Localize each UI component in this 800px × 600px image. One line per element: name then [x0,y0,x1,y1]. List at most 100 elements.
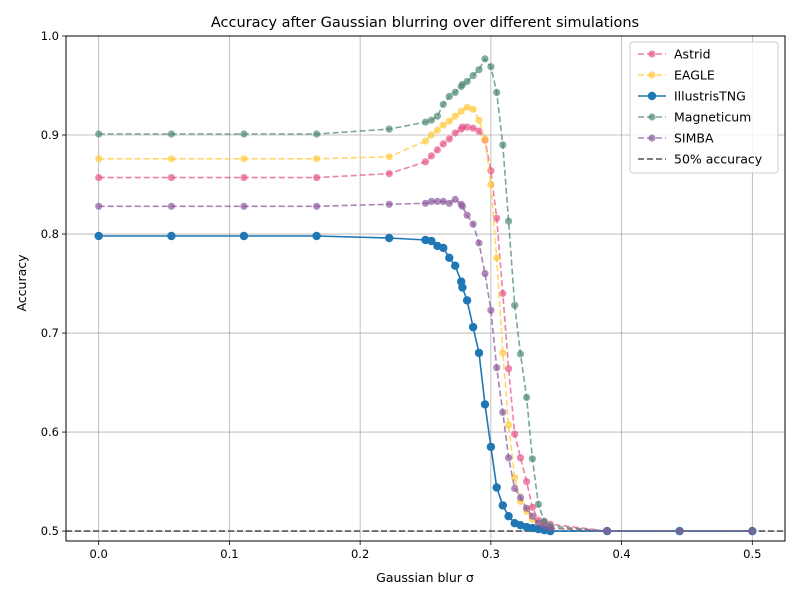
data-point-illustristng [451,261,460,270]
x-tick-label: 0.3 [482,547,500,561]
legend-marker [647,91,657,101]
data-point-astrid [421,158,430,166]
legend-label: Astrid [674,47,711,62]
chart-title: Accuracy after Gaussian blurring over di… [211,15,639,31]
legend: Astrid EAGLE IllustrisTNG Magneticum SIMBA 50… [629,41,779,174]
data-point-magneticum [493,88,501,96]
legend-marker [648,71,656,79]
data-point-illustristng [492,483,501,492]
data-point-simba [676,527,684,535]
data-point-eagle [385,153,393,161]
x-tick-label: 0.0 [90,547,108,561]
data-point-magneticum [516,350,525,358]
x-tick-label: 0.5 [743,547,761,561]
x-tick-label: 0.2 [351,547,369,561]
data-point-simba [534,519,543,527]
data-point-simba [481,270,489,278]
data-point-illustristng [498,501,507,510]
data-point-eagle [421,137,430,145]
data-point-simba [493,364,501,372]
data-point-astrid [499,289,507,298]
data-point-simba [433,197,441,205]
data-point-astrid [475,127,483,135]
data-point-illustristng [427,236,436,246]
axis-ticks: 0.0 0.1 0.2 0.3 0.4 0.5 0.5 0.6 0.7 0.8 0.9 1.0 [41,29,762,561]
data-point-illustristng [486,442,496,452]
data-point-magneticum [511,301,519,309]
data-point-illustristng [445,253,454,262]
data-point-eagle [505,421,513,429]
data-point-eagle [313,155,321,163]
data-point-simba [505,454,513,462]
data-point-simba [469,220,477,228]
data-point-astrid [240,174,248,182]
data-point-simba [748,527,756,535]
data-point-illustristng [439,243,448,253]
data-point-simba [240,202,248,210]
data-point-magneticum [167,130,175,138]
data-point-astrid [528,503,537,511]
data-point-simba [603,527,611,535]
data-point-illustristng [94,231,103,241]
data-point-eagle [439,121,447,129]
data-point-simba [95,202,103,210]
data-point-astrid [516,454,525,462]
legend-marker [648,113,656,121]
data-point-magneticum [433,112,441,120]
data-point-magneticum [313,130,321,138]
data-point-illustristng [167,231,176,241]
data-point-eagle [493,254,501,262]
x-axis-label: Gaussian blur σ [376,570,474,585]
data-point-eagle [457,107,465,115]
data-point-eagle [240,155,248,163]
series-illustristng [94,231,757,536]
data-point-magneticum [475,66,483,74]
data-point-magneticum [240,130,248,138]
data-point-illustristng [458,283,467,292]
data-point-eagle [463,103,471,111]
data-point-eagle [445,117,453,125]
legend-label: SIMBA [674,131,714,146]
data-point-astrid [95,174,103,182]
data-point-simba [463,211,471,219]
legend-marker [648,50,656,58]
data-point-simba [451,195,459,203]
data-point-eagle [475,116,483,124]
series-simba [95,195,756,535]
data-point-magneticum [487,63,495,71]
data-point-simba [528,512,537,520]
data-point-magneticum [451,88,459,96]
data-point-astrid [439,140,447,148]
data-point-eagle [451,112,459,120]
data-point-astrid [427,152,435,160]
data-point-astrid [385,170,393,178]
data-point-eagle [487,180,495,189]
data-point-simba [540,522,548,530]
data-point-illustristng [312,231,321,241]
data-point-simba [511,484,519,493]
data-point-illustristng [239,231,249,241]
y-axis-label: Accuracy [14,254,29,312]
data-point-astrid [463,123,471,131]
data-point-simba [487,306,495,314]
legend-box [629,41,779,174]
data-point-astrid [433,146,441,154]
legend-marker [648,134,656,142]
y-tick-label: 0.8 [41,227,59,241]
y-tick-label: 0.5 [41,524,59,538]
data-point-eagle [167,155,175,163]
data-point-eagle [499,349,507,357]
legend-label: 50% accuracy [674,152,763,167]
y-tick-label: 0.6 [41,425,59,439]
data-point-eagle [95,155,103,163]
data-point-magneticum [528,455,537,463]
legend-label: Magneticum [674,110,751,125]
data-point-astrid [167,174,175,182]
data-point-eagle [427,131,435,139]
data-point-magneticum [427,116,435,124]
data-point-illustristng [468,322,478,332]
series-layer [94,55,757,536]
y-tick-label: 1.0 [41,29,59,43]
data-point-magneticum [523,393,531,401]
data-point-astrid [505,365,513,373]
